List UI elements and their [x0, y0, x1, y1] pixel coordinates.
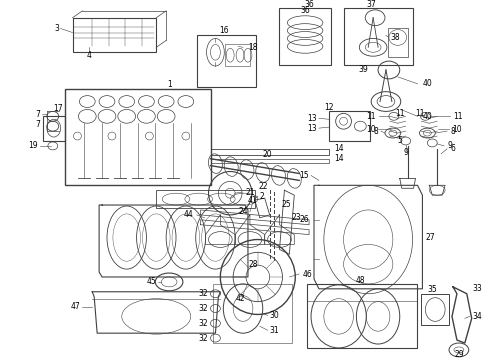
Text: 32: 32 [199, 334, 209, 343]
Text: 15: 15 [299, 171, 309, 180]
Text: 4: 4 [87, 51, 92, 60]
Text: 32: 32 [199, 304, 209, 313]
Bar [279, 8, 331, 65]
Text: 18: 18 [248, 43, 257, 52]
Text: 48: 48 [356, 276, 365, 285]
Text: 32: 32 [199, 319, 209, 328]
Text: 31: 31 [270, 326, 279, 335]
Text: 23: 23 [292, 213, 301, 222]
Text: 44: 44 [184, 210, 194, 219]
Text: 9: 9 [403, 148, 408, 157]
Text: 37: 37 [367, 0, 376, 9]
Bar [388, 28, 408, 57]
Text: 38: 38 [391, 33, 400, 42]
Bar [421, 294, 449, 325]
Bar [43, 116, 65, 141]
Text: 13: 13 [307, 114, 317, 123]
Text: 9: 9 [447, 141, 452, 150]
Bar [343, 8, 413, 65]
Text: 6: 6 [450, 144, 455, 153]
Text: 22: 22 [258, 182, 268, 191]
Text: 10: 10 [452, 125, 462, 134]
Text: 11: 11 [415, 109, 424, 118]
Text: 29: 29 [454, 350, 464, 359]
Text: 17: 17 [53, 104, 63, 113]
Text: 8: 8 [450, 127, 455, 136]
Text: 26: 26 [299, 215, 309, 224]
Text: 1: 1 [167, 80, 172, 89]
Text: 21: 21 [245, 188, 254, 197]
Text: 13: 13 [307, 123, 317, 132]
Text: 8: 8 [373, 127, 378, 136]
Text: 24: 24 [238, 207, 248, 216]
Bar [73, 18, 156, 52]
Text: 10: 10 [367, 125, 376, 134]
Text: 40: 40 [422, 112, 432, 121]
Text: 20: 20 [263, 150, 272, 159]
Text: 11: 11 [367, 112, 376, 121]
Text: 19: 19 [28, 141, 38, 150]
Text: 25: 25 [281, 199, 291, 208]
Text: 45: 45 [147, 278, 156, 287]
Text: 32: 32 [199, 289, 209, 298]
Text: 14: 14 [334, 154, 343, 163]
Text: 34: 34 [473, 312, 483, 321]
Text: 16: 16 [220, 26, 229, 35]
Text: 33: 33 [473, 284, 483, 293]
Text: 47: 47 [71, 302, 80, 311]
Text: 3: 3 [55, 24, 60, 33]
Text: 28: 28 [248, 260, 258, 269]
Text: 36: 36 [304, 0, 314, 9]
Text: 36: 36 [300, 6, 310, 15]
Text: 35: 35 [427, 285, 437, 294]
Bar [156, 190, 255, 208]
Text: 7: 7 [35, 110, 40, 119]
Bar [211, 149, 329, 155]
Text: 11: 11 [453, 112, 463, 121]
Text: 7: 7 [35, 120, 40, 129]
Text: 27: 27 [425, 233, 435, 242]
Text: 39: 39 [359, 66, 368, 75]
Bar [196, 36, 256, 87]
Text: 2: 2 [260, 192, 265, 201]
Bar [65, 89, 211, 185]
Text: 11: 11 [395, 109, 405, 118]
Bar [307, 284, 417, 348]
Text: 41: 41 [248, 195, 258, 204]
Text: 46: 46 [302, 270, 312, 279]
Text: 12: 12 [324, 103, 334, 112]
Bar [214, 284, 293, 343]
Bar [225, 44, 250, 66]
Text: 30: 30 [270, 311, 279, 320]
Text: 40: 40 [422, 79, 432, 88]
Bar [211, 159, 329, 163]
Text: 42: 42 [235, 294, 245, 303]
Text: 5: 5 [398, 136, 403, 145]
Bar [329, 111, 370, 141]
Text: 14: 14 [334, 144, 343, 153]
